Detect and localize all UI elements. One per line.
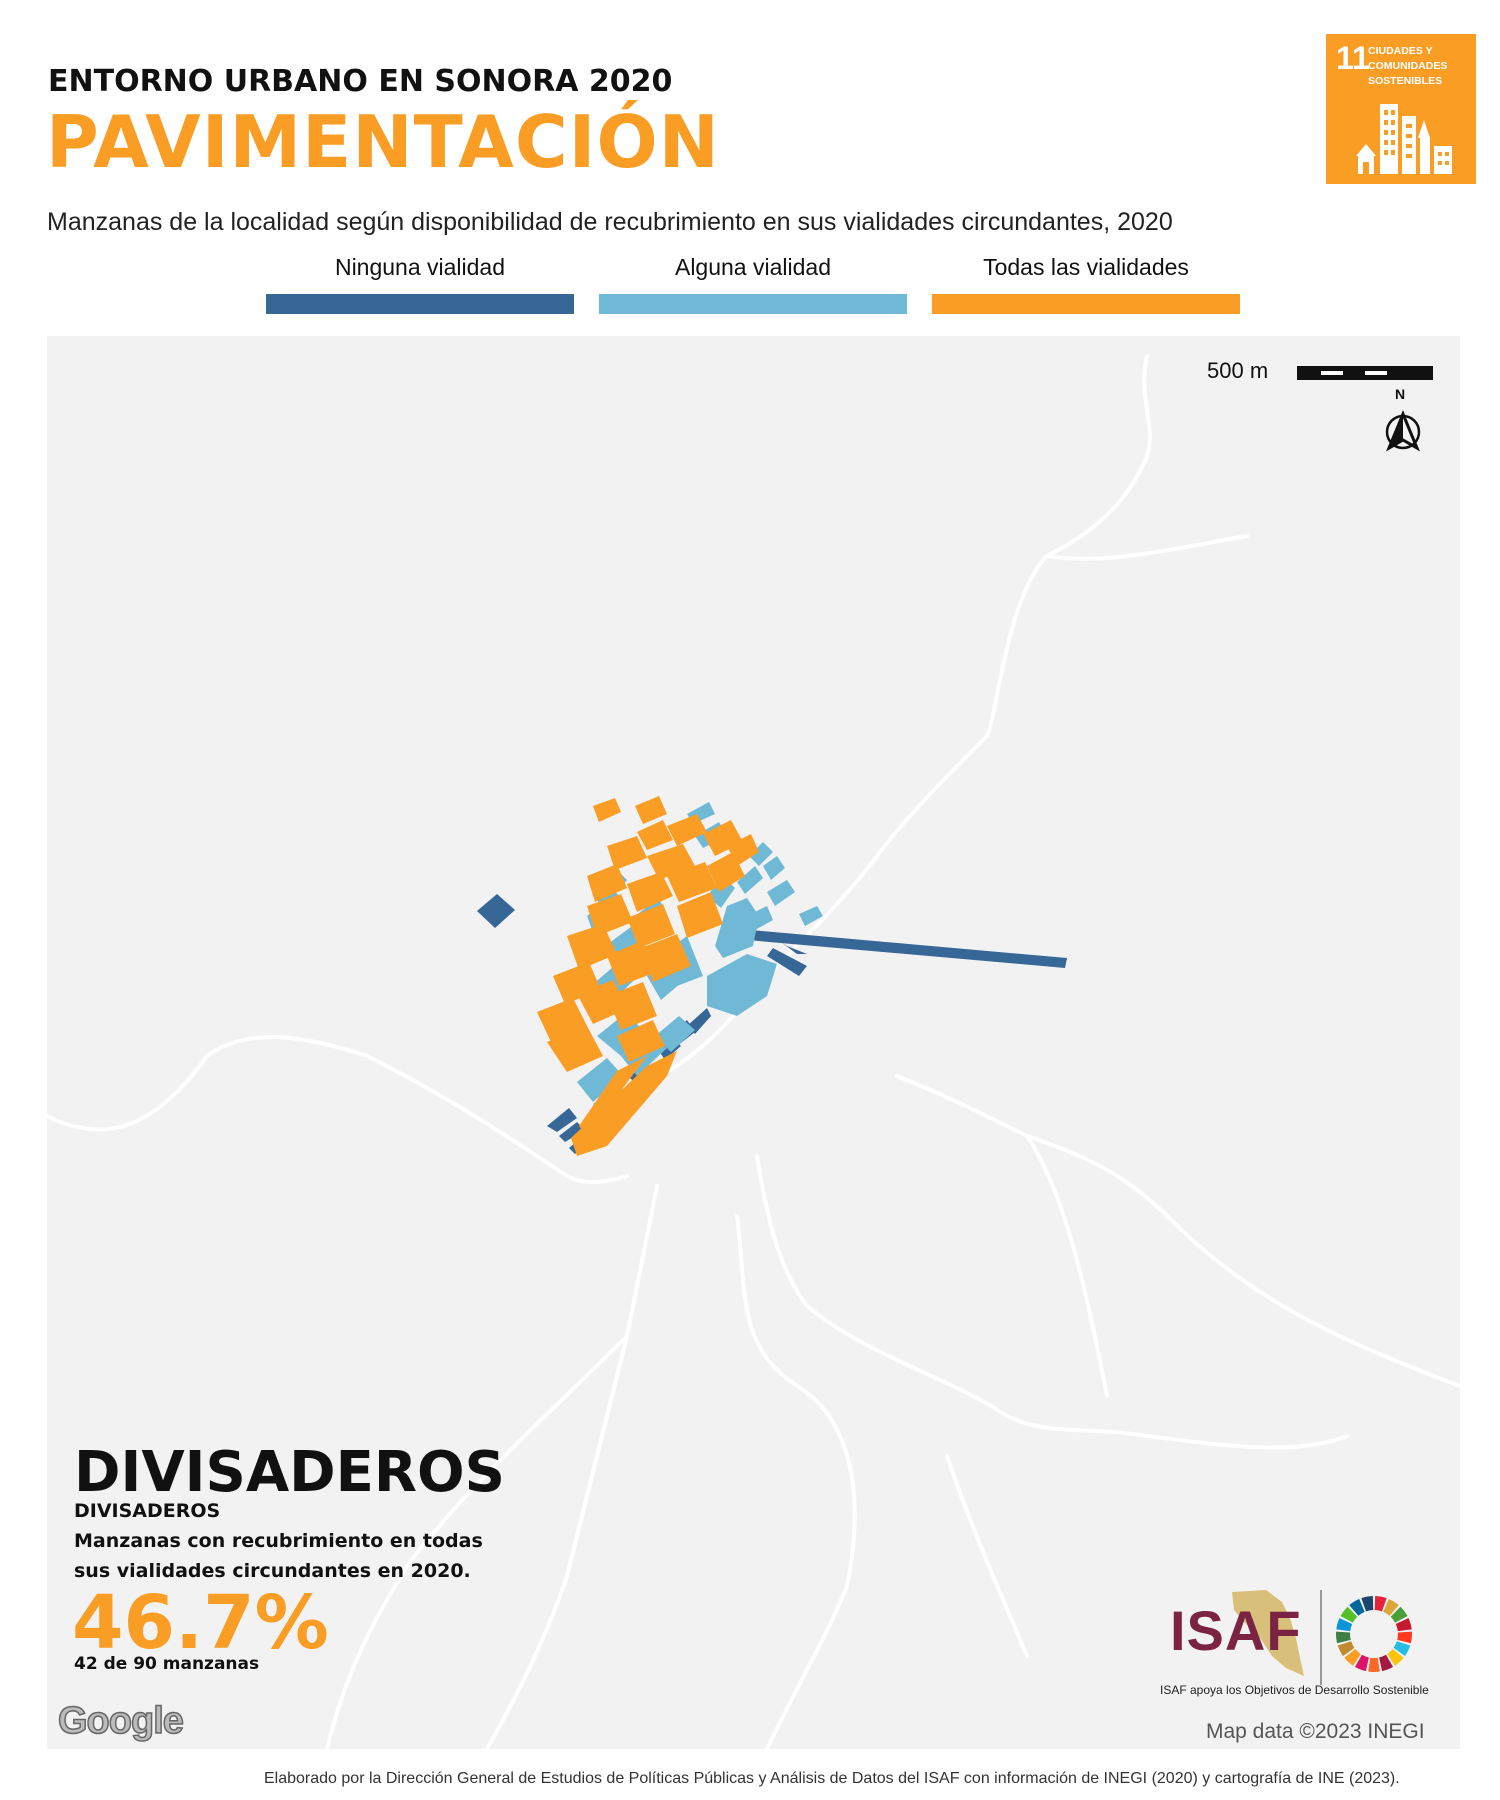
legend-label: Alguna vialidad (674, 254, 831, 280)
legend-swatch (599, 294, 907, 314)
map-layer (47, 354, 1460, 1749)
sdg-wheel-segment (1393, 1641, 1411, 1656)
map-subtitle: Manzanas de la localidad según disponibi… (47, 208, 1173, 236)
sdg-wheel-segment (1349, 1598, 1365, 1616)
sdg-wheel-segment (1397, 1631, 1412, 1644)
legend-swatch (932, 294, 1240, 314)
page-title: PAVIMENTACIÓN (46, 100, 720, 184)
isaf-logo: ISAF (1170, 1599, 1302, 1662)
sdg-wheel-segments (1336, 1596, 1412, 1672)
block-count: 42 de 90 manzanas (74, 1654, 260, 1674)
legend-label: Todas las vialidades (983, 254, 1189, 280)
sdg-wheel-segment (1387, 1649, 1404, 1666)
sdg-wheel-segment (1390, 1606, 1408, 1623)
sdg-wheel-segment (1379, 1654, 1394, 1672)
footer-credit: Elaborado por la Dirección General de Es… (264, 1770, 1400, 1787)
locality-name: DIVISADEROS (74, 1440, 505, 1505)
sdg-wheel-segment (1336, 1618, 1353, 1632)
locality-subname: DIVISADEROS (74, 1500, 221, 1522)
sdg-text: CIUDADES Y COMUNIDADES SOSTENIBLES (1368, 45, 1448, 87)
road-network (47, 354, 1460, 1749)
sdg-wheel-segment (1336, 1631, 1351, 1644)
north-arrow-icon (1385, 410, 1421, 452)
sdg-wheel-segment (1344, 1649, 1361, 1666)
scale-bar (1297, 366, 1433, 380)
logo-divider (1320, 1590, 1322, 1685)
legend-label: Ninguna vialidad (334, 254, 506, 280)
sdg-wheel-segment (1395, 1618, 1412, 1632)
paved-percentage: 46.7% (72, 1580, 329, 1666)
google-logo: Google (57, 1699, 184, 1743)
legend-item-alguna: Alguna vialidad (599, 252, 907, 314)
legend-item-todas: Todas las vialidades (932, 252, 1240, 314)
sdg-wheel-segment (1337, 1641, 1355, 1656)
map-canvas[interactable]: 500 m N (47, 336, 1460, 1749)
city-buildings-icon (1356, 104, 1452, 174)
sdg-wheel-segment (1374, 1596, 1387, 1612)
blocks-todas (537, 796, 759, 1156)
report-kicker: ENTORNO URBANO EN SONORA 2020 (48, 64, 673, 99)
sonora-map-shape (1232, 1590, 1304, 1676)
sdg-wheel-icon (1336, 1596, 1412, 1672)
scale-label: 500 m (1207, 358, 1269, 383)
sdg-wheel-segment (1383, 1598, 1399, 1616)
map-attribution: Map data ©2023 INEGI (1206, 1720, 1425, 1743)
isaf-caption: ISAF apoya los Objetivos de Desarrollo S… (1160, 1683, 1429, 1697)
sdg-wheel-segment (1361, 1596, 1374, 1612)
legend-item-ninguna: Ninguna vialidad (266, 252, 574, 314)
sdg-number: 11 (1336, 40, 1370, 76)
sdg-wheel-segment (1340, 1606, 1358, 1623)
sdg-wheel-segment (1368, 1657, 1380, 1672)
sdg-11-badge: 11 CIUDADES Y COMUNIDADES SOSTENIBLES (1326, 34, 1476, 184)
legend-swatch (266, 294, 574, 314)
locality-description: Manzanas con recubrimiento en todas sus … (74, 1530, 483, 1582)
north-label: N (1395, 386, 1406, 402)
sdg-wheel-segment (1354, 1654, 1369, 1672)
